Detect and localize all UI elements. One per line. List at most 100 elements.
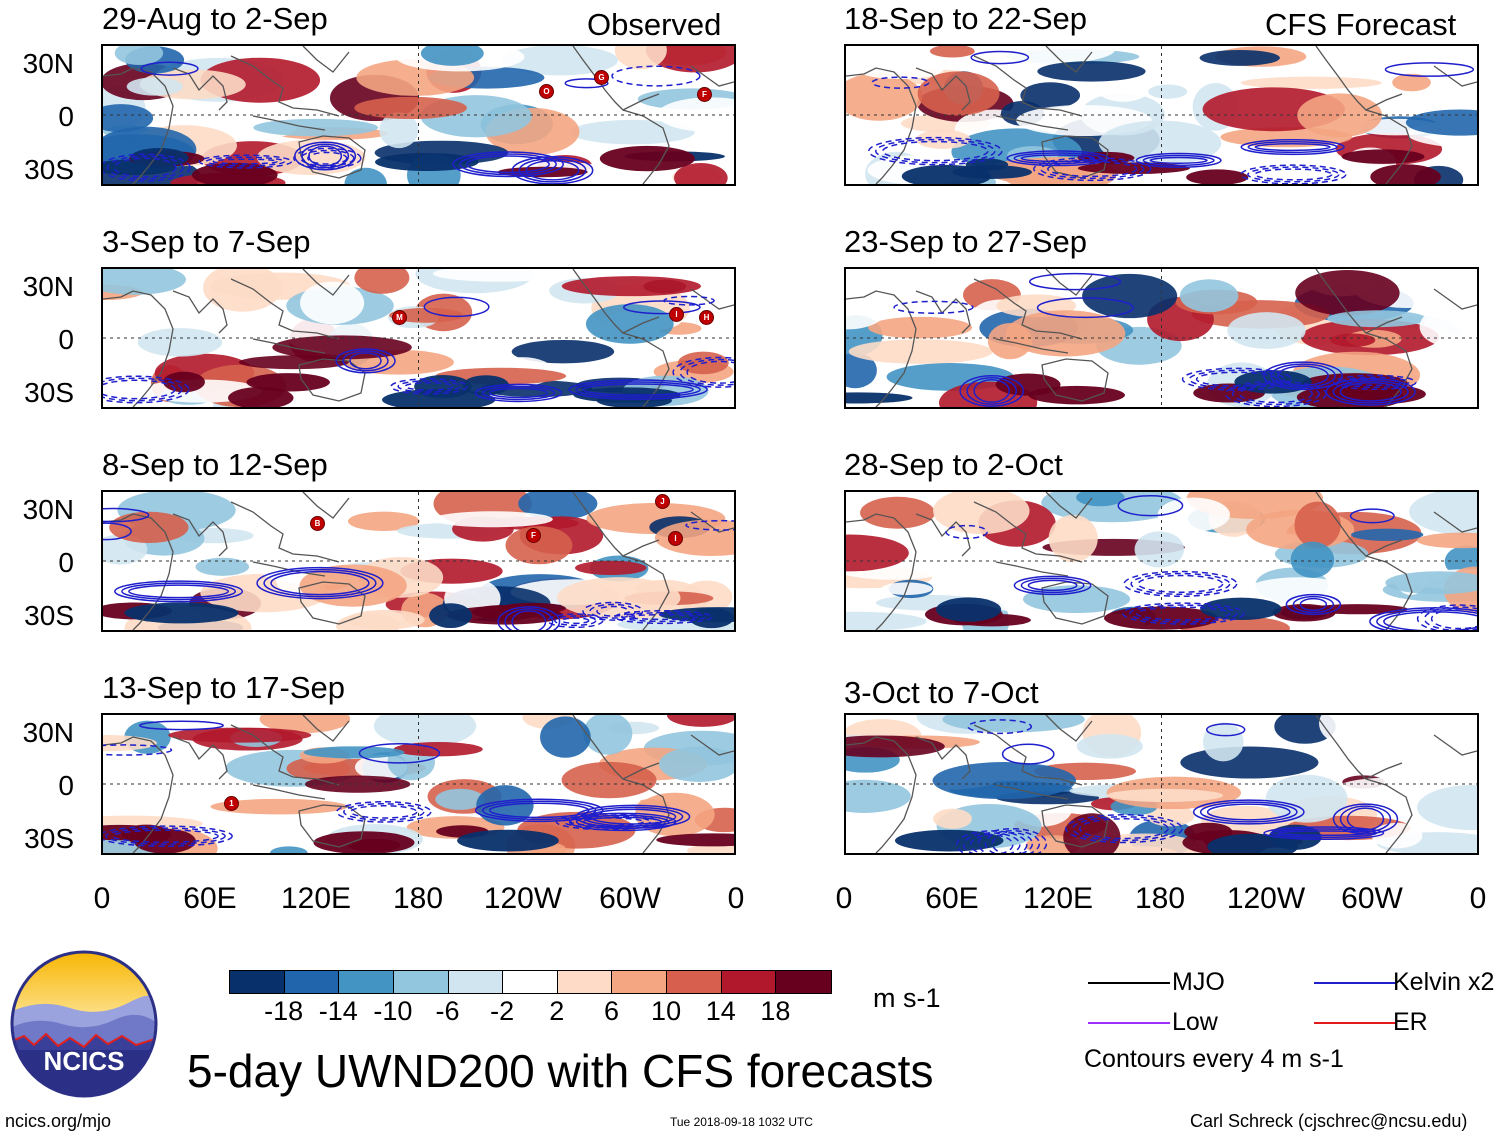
lat-label-eq: 0 [58,101,74,132]
coastline [103,513,174,630]
coastline [1365,93,1403,111]
kelvin-contour [397,380,461,393]
coastline [252,338,326,354]
anomaly-blob [1265,774,1348,823]
anomaly-blob [561,276,701,297]
anomaly-field [103,715,734,853]
coastline [1315,715,1413,853]
lat-label-30n: 30N [22,494,74,525]
lon-label-120e: 120E [1022,882,1094,915]
kelvin-contour [613,609,713,625]
coastline [172,513,228,557]
anomaly-blob [659,746,734,783]
panel-title-forecast-1: 18-Sep to 22-Sep [844,1,1088,36]
anomaly-blob [1419,306,1477,347]
anomaly-blob [373,715,477,747]
kelvin-contour [1142,154,1215,167]
coastline [846,513,917,630]
anomaly-field [846,492,1477,630]
anomaly-blob [1048,514,1098,563]
storm-marker: B [310,516,325,531]
kelvin-contour [875,138,996,164]
kelvin-contour [1332,803,1399,835]
kelvin-contour [466,155,550,174]
anomaly-blob [420,46,484,66]
anomaly-blob [657,97,734,132]
anomaly-field [103,46,734,184]
kelvin-contour [1349,508,1395,524]
coastline [1045,492,1093,519]
anomaly-blob [303,391,407,407]
kelvin-contours [103,61,701,184]
kelvin-contour [198,154,293,169]
kelvin-contour [970,50,1030,65]
kelvin-contour [349,352,382,370]
map-plot [103,46,734,184]
coastline [846,290,917,407]
kelvin-contour [1117,494,1184,517]
kelvin-contours [955,719,1399,853]
coastline [1433,65,1477,87]
kelvin-contour [1231,382,1320,406]
lon-label-120w: 120W [1226,882,1306,915]
anomaly-blob [379,112,419,149]
coastlines [103,269,734,407]
anomaly-blob [389,307,464,323]
anomaly-blob [929,46,975,58]
lat-label-30s: 30S [24,154,74,185]
anomaly-blob [1199,49,1280,66]
map-plot [103,492,734,630]
kelvin-contour [1299,597,1328,612]
kelvin-contour [504,608,554,630]
map-plot [846,715,1477,853]
anomaly-core [130,148,189,168]
kelvin-contour [1340,376,1410,389]
kelvin-contour [423,296,490,318]
anomaly-blob [435,788,485,810]
coastline [302,715,350,742]
kelvin-contour [973,378,1011,403]
kelvin-contour [114,580,244,603]
colorbar-cell [721,971,777,993]
colorbar-cell [339,971,394,993]
lon-label-120e: 120E [280,882,352,915]
coastline [915,513,971,557]
kelvin-contour [1001,743,1055,765]
kelvin-contour [568,379,708,400]
lat-label-30n: 30N [22,271,74,302]
coastline [230,724,340,786]
kelvin-contour [1247,140,1338,154]
kelvin-contour [138,720,224,731]
anomaly-blob [1033,369,1168,388]
panel-title-observed-1: 29-Aug to 2-Sep [102,1,328,36]
colorbar-tick-label: -18 [264,996,304,1026]
kelvin-contour [1346,807,1385,831]
kelvin-contour [1149,156,1208,165]
kelvin-contour [977,827,1048,853]
anomaly-blob [1371,822,1423,849]
anomaly-blob [1148,84,1188,99]
coastline [1041,358,1109,402]
kelvin-contour [121,582,237,601]
anomaly-blob [846,611,927,630]
anomaly-blob [1409,492,1477,536]
kelvin-contour [1036,297,1134,319]
kelvin-contour [474,383,563,403]
anomaly-blob [575,560,647,576]
anomaly-blob [561,761,657,799]
coastline [1315,269,1413,407]
anomaly-blob [917,71,1000,116]
anomaly-blob [299,564,407,607]
anomaly-blob [195,557,250,576]
anomaly-blob [868,316,973,339]
footer-url[interactable]: ncics.org/mjo [5,1111,112,1131]
anomaly-blob [1005,310,1126,357]
lat-label-eq: 0 [58,547,74,578]
anomaly-core [1200,597,1282,621]
map-panel-observed-4 [101,713,736,855]
colorbar-cell [667,971,722,993]
kelvin-contour [1263,826,1385,841]
kelvin-contour [335,348,396,374]
anomaly-blob [1076,734,1143,759]
coastline [995,561,1069,577]
